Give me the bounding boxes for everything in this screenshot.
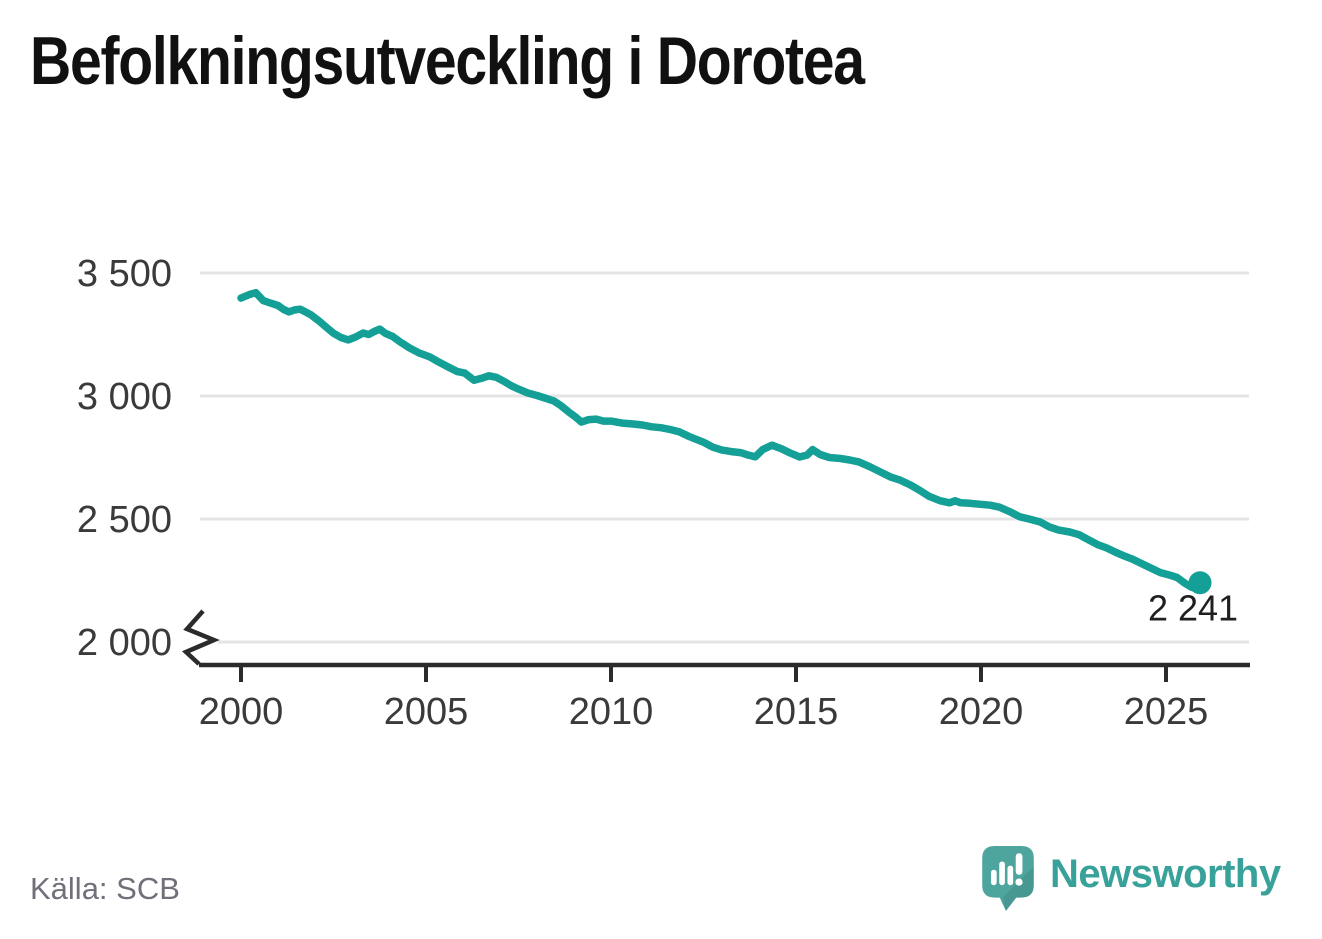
x-tick-label: 2000 (199, 691, 284, 733)
y-axis-labels: 3 500 3 000 2 500 2 000 (77, 253, 172, 664)
population-series-line (237, 288, 1204, 593)
gridlines (200, 271, 1249, 644)
y-tick-label: 3 500 (77, 253, 172, 295)
x-axis-ticks (239, 667, 1168, 682)
axis-break-icon (181, 609, 220, 666)
newsworthy-wordmark: Newsworthy (1050, 852, 1281, 896)
x-tick-label: 2020 (939, 691, 1024, 733)
speech-bubble-bar-chart-icon (982, 846, 1034, 911)
y-tick-label: 2 000 (77, 622, 172, 664)
source-note: Källa: SCB (30, 871, 180, 906)
page-title: Befolkningsutveckling i Dorotea (30, 23, 865, 99)
series-endpoint-marker (1188, 571, 1212, 595)
x-tick-label: 2010 (569, 691, 654, 733)
x-tick-label: 2005 (384, 691, 469, 733)
x-axis-labels: 2000 2005 2010 2015 2020 2025 (199, 691, 1209, 733)
y-tick-label: 2 500 (77, 499, 172, 541)
x-tick-label: 2025 (1124, 691, 1209, 733)
newsworthy-logo: Newsworthy (982, 846, 1302, 926)
y-tick-label: 3 000 (77, 376, 172, 418)
x-tick-label: 2015 (754, 691, 839, 733)
endpoint-value-label: 2 241 (1148, 588, 1238, 629)
x-axis (181, 609, 1250, 682)
